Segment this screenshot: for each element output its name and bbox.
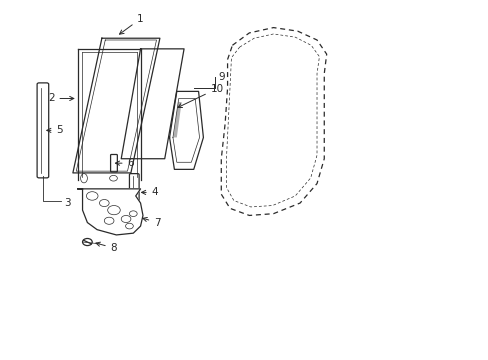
Text: 9: 9: [218, 72, 224, 81]
Text: 2: 2: [48, 94, 74, 103]
Text: 5: 5: [47, 125, 63, 135]
Text: 7: 7: [142, 217, 161, 228]
Text: 10: 10: [178, 84, 224, 108]
FancyBboxPatch shape: [37, 83, 49, 178]
FancyBboxPatch shape: [110, 154, 117, 172]
Ellipse shape: [81, 174, 87, 183]
Text: 3: 3: [63, 198, 70, 208]
Text: 4: 4: [141, 188, 158, 197]
Text: 8: 8: [96, 242, 117, 253]
Polygon shape: [173, 102, 181, 138]
Text: 1: 1: [119, 14, 143, 34]
Polygon shape: [78, 189, 142, 235]
FancyBboxPatch shape: [129, 174, 139, 211]
Text: 6: 6: [115, 158, 134, 168]
